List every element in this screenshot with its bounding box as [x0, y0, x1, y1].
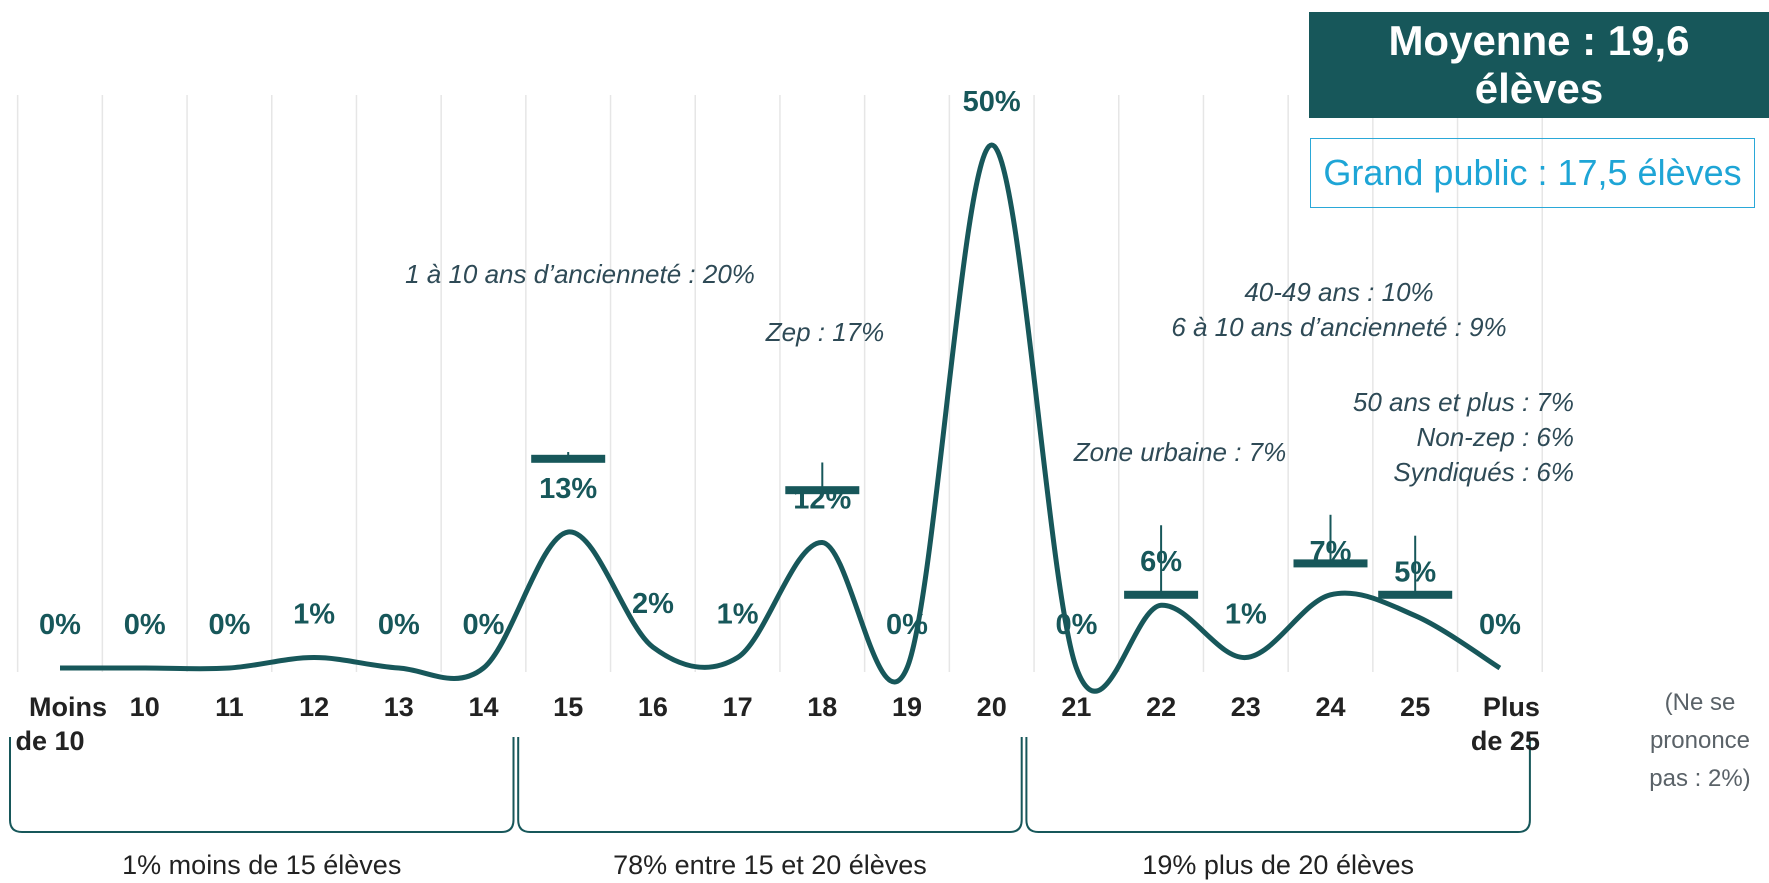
group-bracket [9, 737, 515, 833]
group-bracket [517, 737, 1023, 833]
x-tick-label: 24 [1315, 692, 1345, 722]
x-tick-label: 17 [723, 692, 753, 722]
annotation-text: Zep : 17% [765, 317, 885, 347]
annotation-text: Syndiqués : 6% [1393, 457, 1574, 487]
data-label: 13% [539, 473, 597, 505]
series-line [60, 142, 1502, 694]
x-tick-label: 18 [807, 692, 837, 722]
x-tick-label: 12 [299, 692, 329, 722]
group-brackets [9, 737, 1531, 833]
data-label: 0% [463, 609, 505, 641]
x-tick-labels: Moins de 10 10 11 12 13 14 15 16 17 18 19 20 21 22 23 24… [15, 692, 1539, 756]
non-response-line: (Ne se [1665, 689, 1736, 716]
annotation-text: Non-zep : 6% [1416, 422, 1574, 452]
group-labels: 1% moins de 15 élèves 78% entre 15 et 20 … [122, 850, 1414, 880]
data-label: 0% [1479, 609, 1521, 641]
x-tick-label: 11 [215, 692, 244, 722]
x-tick-label: Plus [1483, 692, 1540, 722]
x-tick-label: 21 [1061, 692, 1091, 722]
non-response-line: pas : 2%) [1649, 765, 1750, 792]
annotation-labels: 1 à 10 ans d’ancienneté : 20% Zep : 17% Zo… [405, 259, 1574, 487]
data-label: 0% [1055, 609, 1097, 641]
data-label: 0% [39, 609, 81, 641]
x-tick-label: 10 [130, 692, 160, 722]
general-public-label: Grand public : 17,5 élèves [1323, 152, 1742, 193]
group-label: 19% plus de 20 élèves [1142, 850, 1414, 880]
x-tick-label: 23 [1231, 692, 1261, 722]
group-label: 78% entre 15 et 20 élèves [613, 850, 927, 880]
annotation-markers [531, 452, 1453, 599]
annotation-text: 40-49 ans : 10% [1244, 277, 1433, 307]
data-label: 0% [378, 609, 420, 641]
data-label: 1% [1225, 599, 1267, 631]
data-label: 5% [1394, 557, 1436, 589]
annotation-text: 6 à 10 ans d’ancienneté : 9% [1171, 312, 1506, 342]
data-label: 1% [717, 599, 759, 631]
x-tick-label: 16 [638, 692, 668, 722]
group-label: 1% moins de 15 élèves [122, 850, 401, 880]
data-label: 0% [208, 609, 250, 641]
x-tick-label: 20 [977, 692, 1007, 722]
x-tick-label: 14 [468, 692, 498, 722]
x-tick-label: de 10 [15, 726, 84, 756]
x-tick-label: de 25 [1471, 726, 1540, 756]
non-response-line: prononce [1650, 727, 1750, 754]
x-tick-label: 13 [384, 692, 414, 722]
data-label: 7% [1310, 536, 1352, 568]
annotation-text: 50 ans et plus : 7% [1353, 387, 1574, 417]
data-label: 6% [1140, 546, 1182, 578]
x-tick-label: Moins [29, 692, 107, 722]
annotation-text: 1 à 10 ans d’ancienneté : 20% [405, 259, 755, 289]
non-response-note: (Ne se prononce pas : 2%) [1649, 689, 1750, 792]
data-label: 0% [124, 609, 166, 641]
data-label: 1% [293, 599, 335, 631]
annotation-text: Zone urbaine : 7% [1073, 437, 1286, 467]
data-label: 12% [793, 483, 851, 515]
x-tick-label: 25 [1400, 692, 1430, 722]
data-label: 2% [632, 588, 674, 620]
x-tick-label: 15 [553, 692, 583, 722]
general-public-box: Grand public : 17,5 élèves [1310, 138, 1755, 208]
mean-label: Moyenne : 19,6 élèves [1388, 17, 1690, 112]
group-bracket [1025, 737, 1531, 833]
data-label: 0% [886, 609, 928, 641]
data-label: 50% [963, 86, 1021, 118]
x-tick-label: 19 [892, 692, 922, 722]
x-tick-label: 22 [1146, 692, 1176, 722]
data-labels: 0% 0% 0% 1% 0% 0% 13% 2% 1% 12% 0% 50% 0% 6% 1% 7% 5% 0% [39, 86, 1521, 641]
mean-box: Moyenne : 19,6 élèves [1309, 12, 1769, 118]
